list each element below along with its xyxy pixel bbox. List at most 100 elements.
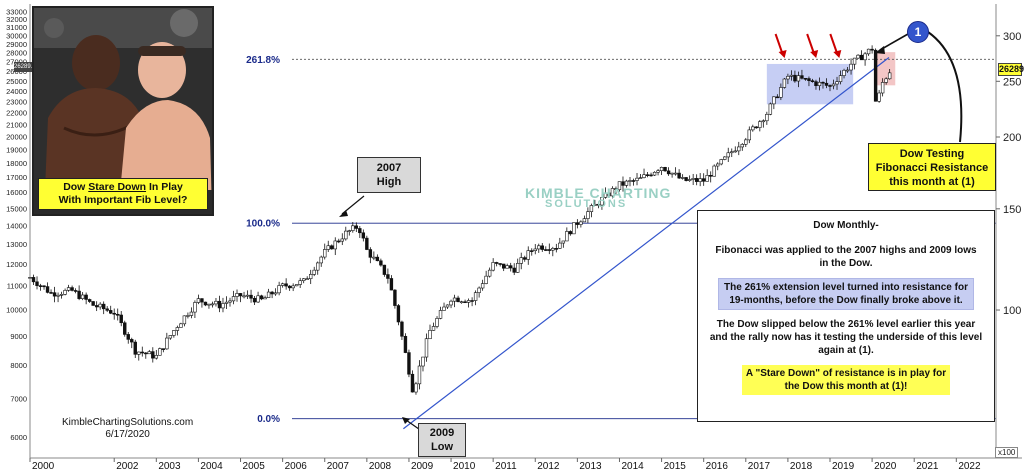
- candle-body-207: [754, 126, 759, 129]
- candle-body-1: [31, 277, 36, 283]
- candle-body-214: [779, 87, 783, 98]
- dow-monthly-info-box: Dow Monthly- Fibonacci was applied to th…: [697, 210, 995, 422]
- current-price-tag: 26289: [998, 63, 1024, 76]
- candle-body-223: [810, 80, 815, 83]
- photo-caption: Dow Stare Down In Play With Important Fi…: [38, 178, 208, 210]
- candle-body-152: [561, 240, 566, 244]
- left-tick-6: 12000: [6, 260, 27, 269]
- candle-body-165: [607, 192, 611, 197]
- left-tick-5: 11000: [7, 282, 27, 291]
- candle-body-166: [610, 188, 615, 197]
- left-tick-10: 16000: [6, 188, 27, 197]
- x-tick-19: 2020: [874, 461, 897, 472]
- candle-body-169: [621, 181, 625, 186]
- red-arrow-2: [829, 33, 839, 55]
- candle-body-170: [624, 180, 629, 186]
- candle-body-222: [807, 78, 811, 82]
- candle-body-35: [151, 351, 155, 359]
- candle-body-219: [796, 75, 801, 82]
- candle-body-209: [761, 120, 766, 123]
- candle-body-211: [768, 103, 773, 115]
- candle-body-200: [730, 151, 734, 154]
- candle-body-122: [456, 297, 460, 303]
- candle-body-232: [842, 69, 846, 76]
- red-arrow-head-2: [833, 50, 842, 58]
- candle-body-117: [438, 310, 443, 319]
- candle-body-176: [645, 174, 650, 176]
- candle-body-129: [480, 283, 485, 289]
- candle-body-238: [863, 53, 867, 61]
- candle-body-86: [330, 245, 334, 250]
- candle-body-85: [326, 245, 330, 250]
- candle-body-24: [112, 312, 116, 315]
- x-tick-1: 2002: [116, 461, 139, 472]
- candle-body-71: [277, 285, 281, 294]
- candle-body-67: [263, 297, 267, 300]
- candle-body-17: [87, 299, 92, 302]
- circle-pointer: [879, 33, 909, 51]
- candle-body-188: [687, 179, 692, 181]
- candle-body-72: [280, 283, 285, 286]
- candle-body-154: [568, 231, 573, 235]
- caption-pre: Dow: [63, 181, 89, 193]
- candle-body-215: [782, 78, 787, 88]
- x-tick-13: 2014: [621, 461, 644, 472]
- left-tick-25: 31000: [6, 23, 27, 32]
- candle-body-199: [726, 152, 730, 158]
- candle-body-132: [491, 262, 495, 271]
- candle-body-19: [94, 305, 99, 308]
- candle-body-115: [431, 326, 436, 331]
- candle-body-236: [856, 54, 860, 59]
- candle-body-205: [747, 129, 751, 141]
- candle-body-2: [35, 281, 39, 286]
- fib-label-0: 261.8%: [246, 55, 280, 66]
- left-tick-17: 23000: [6, 98, 27, 107]
- x-tick-10: 2011: [495, 461, 517, 472]
- candle-body-60: [238, 293, 243, 297]
- info-title: Dow Monthly-: [813, 220, 879, 231]
- candle-body-76: [294, 284, 299, 287]
- right-tick-0: 100: [1003, 305, 1021, 317]
- candle-body-57: [228, 300, 232, 303]
- candle-body-155: [572, 222, 576, 235]
- high-title: 2007: [376, 162, 402, 174]
- candle-body-106: [400, 321, 404, 337]
- candle-body-130: [484, 275, 488, 284]
- candle-body-47: [193, 302, 197, 313]
- candle-body-234: [849, 63, 853, 71]
- candle-body-66: [259, 295, 264, 300]
- candle-body-183: [670, 172, 674, 175]
- candle-body-190: [694, 178, 699, 182]
- candle-body-26: [119, 314, 123, 324]
- left-tick-0: 6000: [10, 433, 27, 442]
- x-tick-20: 2021: [916, 461, 939, 472]
- red-arrow-1: [806, 33, 816, 55]
- candle-body-208: [758, 121, 762, 128]
- info-p4: A "Stare Down" of resistance is in play …: [742, 365, 950, 395]
- candle-body-126: [470, 300, 474, 302]
- candle-body-64: [252, 297, 257, 303]
- candle-body-82: [316, 262, 320, 271]
- candle-body-182: [666, 170, 671, 175]
- x-tick-17: 2018: [790, 461, 813, 472]
- candle-body-62: [245, 294, 250, 297]
- candle-body-141: [523, 257, 527, 260]
- candle-body-181: [663, 166, 667, 172]
- low-2009-callout: 2009 Low: [418, 423, 466, 457]
- left-tick-13: 19000: [6, 145, 27, 154]
- candle-body-201: [733, 150, 737, 153]
- candle-body-112: [421, 356, 425, 367]
- candle-body-100: [379, 260, 383, 266]
- candle-body-103: [389, 278, 394, 291]
- candle-body-240: [870, 48, 874, 51]
- candle-body-243: [880, 82, 885, 94]
- candle-body-156: [575, 222, 580, 225]
- candle-body-131: [487, 269, 492, 277]
- caption-post: In Play: [146, 181, 183, 193]
- candle-body-175: [642, 174, 646, 178]
- candle-body-34: [147, 351, 151, 355]
- x-tick-16: 2017: [748, 461, 771, 472]
- candle-body-15: [80, 294, 85, 299]
- watermark-sub: SOLUTIONS: [545, 198, 628, 210]
- credit-site: KimbleChartingSolutions.com: [62, 417, 194, 428]
